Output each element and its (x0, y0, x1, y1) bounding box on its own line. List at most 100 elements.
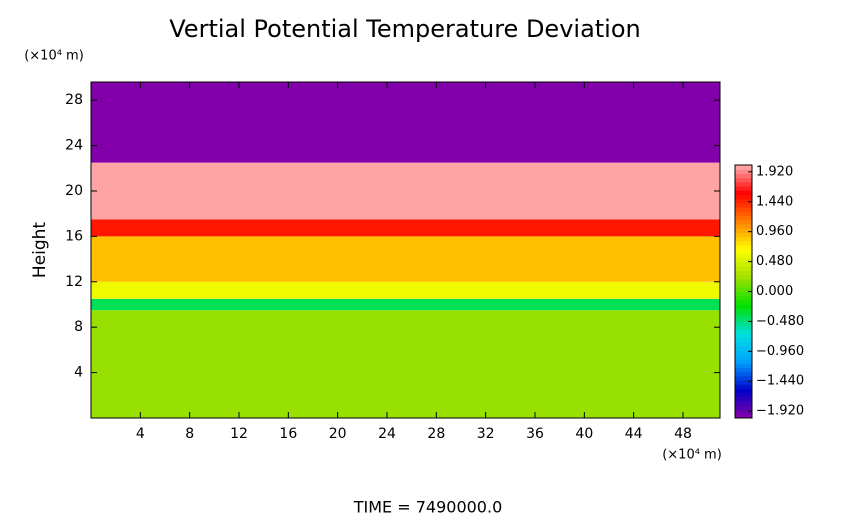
colorbar-step (735, 181, 752, 187)
colorbar-step (735, 266, 752, 271)
colorbar-step (735, 312, 752, 318)
colorbar-step (735, 257, 752, 263)
colorbar-step (735, 375, 752, 381)
x-tick-label: 28 (427, 426, 445, 442)
colorbar-step (735, 232, 752, 238)
colorbar-step (735, 198, 752, 204)
colorbar-step (735, 274, 752, 280)
colorbar-step (735, 392, 752, 398)
colorbar-step (735, 236, 752, 242)
colorbar-step (735, 278, 752, 284)
colorbar-step (735, 177, 752, 183)
colorbar-step (735, 405, 752, 411)
y-tick-label: 16 (65, 228, 83, 244)
colorbar-step (735, 304, 752, 309)
x-tick-label: 40 (575, 426, 593, 442)
colorbar-step (735, 358, 752, 364)
colorbar-tick-label: 1.440 (756, 194, 793, 209)
colorbar-step (735, 207, 752, 212)
heat-band (91, 82, 720, 163)
footer: TIME = 7490000.0 (353, 498, 503, 517)
colorbar-step (735, 245, 752, 250)
y-tick-label: 12 (65, 274, 83, 290)
colorbar-tick-label: 0.480 (756, 254, 793, 269)
x-tick-label: 4 (136, 426, 145, 442)
colorbar-step (735, 337, 752, 343)
colorbar-tick-label: −1.920 (756, 404, 804, 419)
colorbar-step (735, 354, 752, 360)
colorbar-step (735, 211, 752, 217)
colorbar-step (735, 215, 752, 221)
colorbar-step (735, 291, 752, 297)
colorbar-tick-label: −1.440 (756, 374, 804, 389)
y-unit: (×10⁴ m) (24, 49, 84, 64)
heat-band (91, 298, 720, 311)
y-tick-label: 4 (74, 365, 83, 381)
colorbar-step (735, 165, 752, 170)
colorbar-step (735, 325, 752, 330)
heat-band (91, 162, 720, 220)
colorbar-step (735, 371, 752, 377)
colorbar-tick-label: 1.920 (756, 164, 793, 179)
colorbar-step (735, 346, 752, 352)
colorbar-step (735, 321, 752, 326)
colorbar-step (735, 194, 752, 200)
colorbar-step (735, 228, 752, 233)
colorbar-step (735, 253, 752, 259)
y-tick-label: 8 (74, 319, 83, 335)
colorbar-step (735, 190, 752, 196)
colorbar-step (735, 401, 752, 406)
heat-band (91, 236, 720, 282)
x-tick-label: 48 (674, 426, 692, 442)
colorbar-step (735, 409, 752, 415)
colorbar-step (735, 287, 752, 292)
colorbar-tick-label: 0.960 (756, 224, 793, 239)
x-tick-label: 32 (477, 426, 495, 442)
colorbar-step (735, 299, 752, 305)
colorbar-step (735, 388, 752, 394)
y-axis-label: Height (30, 222, 50, 279)
x-tick-label: 36 (526, 426, 544, 442)
colorbar-tick-label: −0.480 (756, 314, 804, 329)
x-tick-label: 24 (378, 426, 396, 442)
colorbar-step (735, 413, 752, 419)
colorbar-step (735, 308, 752, 314)
x-unit: (×10⁴ m) (662, 448, 722, 463)
chart-title: Vertial Potential Temperature Deviation (169, 15, 641, 43)
colorbar-step (735, 350, 752, 356)
plot-frame (90, 81, 721, 419)
heat-band (91, 219, 720, 237)
colorbar-step (735, 396, 752, 402)
y-tick-label: 24 (65, 138, 83, 154)
colorbar-step (735, 224, 752, 229)
colorbar-step (735, 202, 752, 208)
x-tick-label: 12 (230, 426, 248, 442)
colorbar-step (735, 367, 752, 373)
x-tick-label: 16 (279, 426, 297, 442)
colorbar-step (735, 316, 752, 322)
colorbar-step (735, 249, 752, 255)
colorbar-step (735, 295, 752, 301)
x-tick-label: 8 (185, 426, 194, 442)
y-tick-label: 28 (65, 92, 83, 108)
x-tick-label: 20 (329, 426, 347, 442)
colorbar-tick-label: −0.960 (756, 344, 804, 359)
colorbar-step (735, 363, 752, 368)
colorbar-tick-label: 0.000 (756, 284, 793, 299)
colorbar-step (735, 173, 752, 179)
colorbar-step (735, 342, 752, 347)
x-tick-label: 44 (625, 426, 643, 442)
colorbar-step (735, 186, 752, 191)
colorbar-step (735, 261, 752, 267)
colorbar-step (735, 329, 752, 335)
colorbar-step (735, 380, 752, 385)
heat-band (91, 310, 720, 418)
colorbar-step (735, 219, 752, 225)
colorbar-step (735, 283, 752, 288)
colorbar-step (735, 169, 752, 174)
heat-band (91, 281, 720, 299)
colorbar-step (735, 240, 752, 246)
colorbar-step (735, 384, 752, 389)
y-tick-label: 20 (65, 183, 83, 199)
